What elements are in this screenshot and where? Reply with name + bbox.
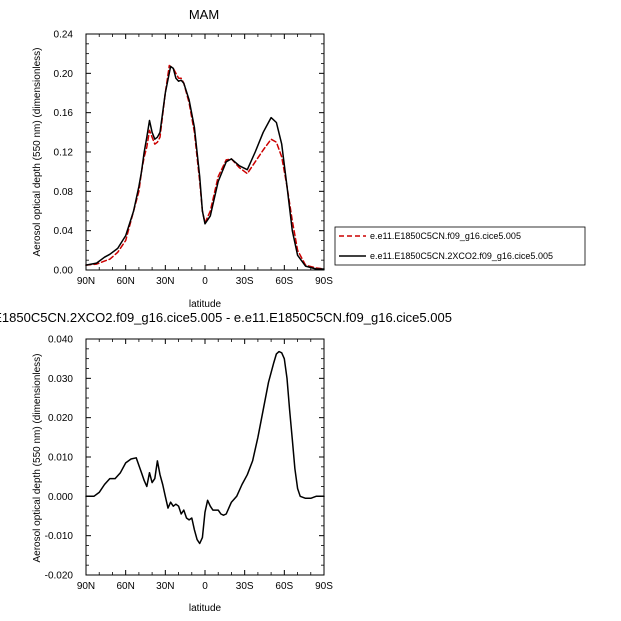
legend-label-2xco2: e.e11.E1850C5CN.2XCO2.f09_g16.cice5.005 — [370, 251, 553, 261]
series-line-top-0 — [85, 64, 325, 270]
panel-bottom: e.e11.E1850C5CN.2XCO2.f09_g16.cice5.005 … — [0, 310, 452, 614]
x-tick-label: 30S — [236, 581, 254, 592]
y-tick-label: 0.00 — [54, 266, 74, 277]
x-tick-label: 90N — [77, 581, 95, 592]
y-tick-label: -0.010 — [45, 531, 74, 542]
x-tick-label: 60N — [116, 276, 134, 287]
legend-box — [334, 226, 586, 266]
y-tick-label: 0.12 — [54, 148, 74, 159]
x-tick-label: 90S — [315, 581, 333, 592]
y-tick-label: 0.08 — [54, 187, 74, 198]
x-tick-label: 60S — [275, 581, 293, 592]
plot-frame-bottom — [85, 338, 325, 576]
series-line-top-1 — [85, 65, 325, 270]
y-axis-label-top: Aerosol optical depth (550 nm) (dimensio… — [32, 48, 43, 257]
x-axis-label-bottom: latitude — [189, 603, 222, 614]
y-tick-label: 0.010 — [48, 453, 73, 464]
y-tick-label: 0.16 — [54, 108, 74, 119]
x-tick-label: 0 — [202, 276, 208, 287]
y-tick-label: 0.040 — [48, 335, 73, 346]
plot-area-top: 90N 60N 30N 0 30S 60S 90S 0.00 0.04 0.08 0.12 0.16 0… — [54, 30, 334, 288]
x-tick-label: 90S — [315, 276, 333, 287]
legend-label-control: e.e11.E1850C5CN.f09_g16.cice5.005 — [370, 231, 521, 241]
x-tick-label: 30N — [156, 276, 174, 287]
y-tick-label: 0.000 — [48, 492, 73, 503]
series-line-bottom-0 — [85, 350, 325, 545]
chart-title-bottom: e.e11.E1850C5CN.2XCO2.f09_g16.cice5.005 … — [0, 310, 452, 325]
y-tick-label: 0.020 — [48, 413, 73, 424]
x-tick-label: 30N — [156, 581, 174, 592]
y-tick-label: 0.04 — [54, 226, 74, 237]
panel-top: MAM Aerosol optical depth (550 nm) (dime… — [32, 7, 586, 310]
y-axis-label-bottom: Aerosol optical depth (550 nm) (dimensio… — [32, 354, 43, 563]
x-tick-label: 30S — [236, 276, 254, 287]
x-tick-label: 60N — [116, 581, 134, 592]
x-tick-label: 60S — [275, 276, 293, 287]
y-tick-label: 0.030 — [48, 374, 73, 385]
plot-area-bottom: 90N 60N 30N 0 30S 60S 90S -0.020 -0.010 0.000 0.01… — [45, 335, 334, 593]
x-tick-label: 0 — [202, 581, 208, 592]
x-axis-label-top: latitude — [189, 299, 222, 310]
legend: e.e11.E1850C5CN.f09_g16.cice5.005 e.e11.… — [334, 226, 586, 266]
x-tick-label: 90N — [77, 276, 95, 287]
chart-title-top: MAM — [189, 7, 219, 22]
y-tick-label: -0.020 — [45, 571, 74, 582]
y-tick-label: 0.20 — [54, 69, 74, 80]
plot-frame-top — [85, 33, 325, 271]
y-tick-label: 0.24 — [54, 30, 74, 41]
